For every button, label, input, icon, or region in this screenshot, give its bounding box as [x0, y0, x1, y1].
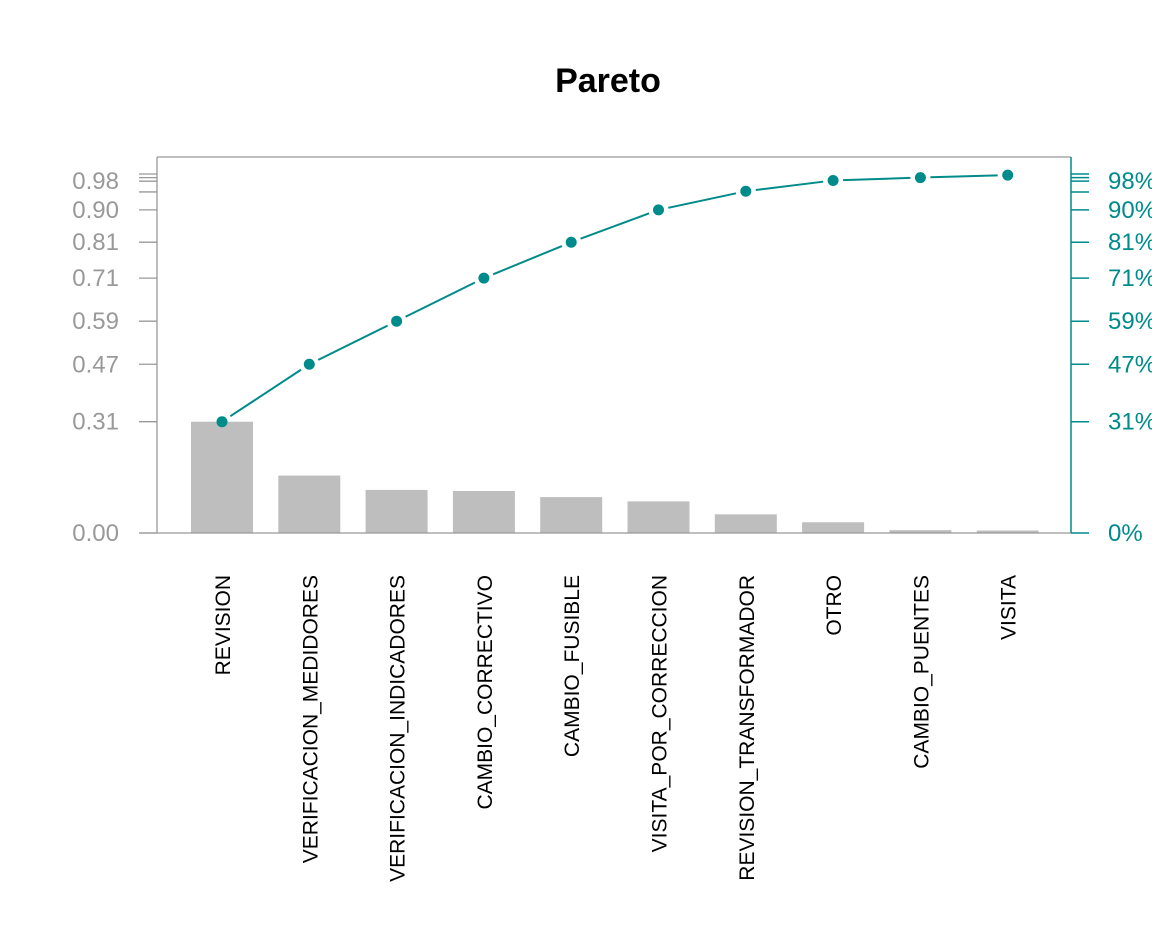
bar-2	[365, 489, 428, 533]
right-tick-label-1: 31%	[1108, 409, 1152, 436]
bar-8	[889, 530, 952, 533]
category-labels: REVISION VERIFICACION_MEDIDORES VERIFICACI…	[212, 575, 1021, 882]
cumulative-line-group	[216, 169, 1014, 428]
right-tick-label-7: 98%	[1108, 168, 1152, 195]
cumulative-point-3	[478, 272, 490, 284]
left-tick-label-4: 0.71	[72, 265, 119, 292]
category-label-9: VISITA	[998, 575, 1021, 640]
cumulative-point-2	[391, 315, 403, 327]
cumulative-point-0	[216, 416, 228, 428]
category-label-0: REVISION	[212, 575, 235, 675]
cumulative-point-9	[1002, 169, 1014, 181]
bar-4	[540, 497, 603, 533]
plot-frame-group	[139, 156, 1072, 534]
category-label-5: VISITA_POR_CORRECCION	[649, 575, 672, 852]
left-tick-label-2: 0.47	[72, 351, 119, 378]
left-tick-label-0: 0.00	[72, 520, 119, 547]
cumulative-segment-7	[843, 176, 911, 182]
left-tick-label-5: 0.81	[72, 229, 119, 256]
bar-5	[627, 501, 690, 533]
cumulative-point-7	[827, 174, 839, 186]
chart-title: Pareto	[555, 62, 661, 100]
right-tick-label-0: 0%	[1108, 520, 1143, 547]
bar-7	[802, 522, 865, 533]
cumulative-point-8	[914, 172, 926, 184]
category-label-2: VERIFICACION_INDICADORES	[387, 575, 410, 882]
right-tick-label-2: 47%	[1108, 351, 1152, 378]
cumulative-segment-1	[317, 324, 389, 361]
cumulative-segment-6	[755, 180, 824, 192]
cumulative-segment-5	[668, 192, 737, 209]
category-label-7: OTRO	[823, 575, 846, 636]
cumulative-segment-8	[930, 174, 998, 179]
right-tick-label-6: 90%	[1108, 197, 1152, 224]
bar-0	[191, 421, 253, 533]
right-tick-label-5: 81%	[1108, 229, 1152, 256]
bar-3	[452, 490, 515, 533]
left-tick-label-3: 0.59	[72, 308, 119, 335]
cumulative-point-6	[740, 185, 752, 197]
left-tick-label-1: 0.31	[72, 409, 119, 436]
category-label-1: VERIFICACION_MEDIDORES	[299, 575, 322, 863]
bar-1	[278, 475, 341, 533]
cumulative-point-5	[653, 204, 664, 216]
cumulative-point-4	[565, 236, 577, 248]
cumulative-segment-2	[405, 281, 476, 318]
left-axis: 0.00 0.31 0.47 0.59 0.71 0.81 0.900.98	[72, 168, 157, 547]
category-label-3: CAMBIO_CORRECTIVO	[474, 575, 497, 810]
bar-9	[976, 530, 1039, 533]
left-tick-label-7: 0.98	[72, 168, 119, 195]
cumulative-point-1	[303, 358, 315, 370]
cumulative-segment-4	[580, 212, 650, 240]
cumulative-segment-3	[492, 245, 563, 276]
right-tick-label-3: 59%	[1108, 308, 1152, 335]
bars-group	[191, 421, 1039, 533]
category-label-8: CAMBIO_PUENTES	[910, 575, 933, 769]
right-axis: 0% 31% 47% 59% 71% 81% 90%98%	[1071, 168, 1152, 547]
left-tick-label-6: 0.90	[72, 197, 119, 224]
right-tick-label-4: 71%	[1108, 265, 1152, 292]
cumulative-segment-0	[229, 368, 302, 418]
category-label-6: REVISION_TRANSFORMADOR	[736, 575, 759, 881]
bar-6	[714, 514, 777, 533]
category-label-4: CAMBIO_FUSIBLE	[561, 575, 584, 757]
